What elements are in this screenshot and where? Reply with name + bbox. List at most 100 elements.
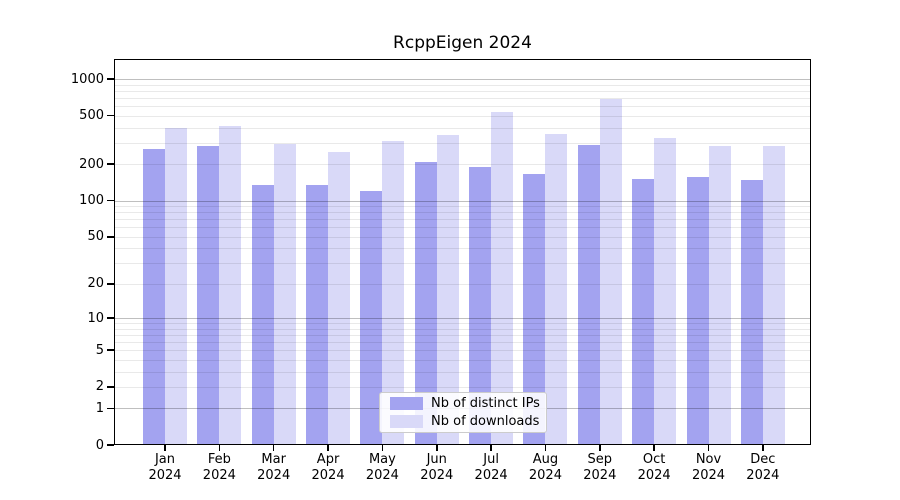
bar-ips-jun [414,162,437,445]
bar-ips-jan [143,149,165,445]
y-tick-label: 1000 [70,71,104,87]
bar-ips-oct [632,179,655,445]
y-tick-mark [107,407,114,409]
gridline [114,236,811,238]
y-tick-label: 0 [95,437,104,453]
bar-downloads-apr [328,152,351,445]
x-tick-mark [707,445,710,451]
gridline [114,115,811,117]
plot-area [114,59,811,445]
gridline [114,97,811,99]
x-tick-label-jan: Jan 2024 [148,452,182,483]
legend-swatch-downloads-icon [390,415,423,428]
gridline [114,263,811,265]
bar-downloads-jun [436,134,459,445]
gridline [114,84,811,86]
gridline [114,341,811,343]
x-tick-label-jun: Jun 2024 [420,452,454,483]
x-tick-mark [653,445,655,451]
chart-title: RcppEigen 2024 [393,33,532,53]
gridline [114,206,811,207]
bar-downloads-aug [545,133,568,445]
x-tick-label-feb: Feb 2024 [202,452,236,483]
bar-downloads-may [382,141,405,445]
x-tick-mark [544,445,547,451]
bar-ips-jul [469,166,492,445]
y-tick-mark [107,444,114,446]
gridline [114,212,811,214]
y-tick-label: 500 [79,108,104,124]
gridline [114,350,811,352]
bar-ips-aug [523,174,546,445]
bars-layer [114,59,811,445]
bar-ips-may [360,190,383,445]
gridline [114,386,811,388]
bar-ips-dec [740,180,763,445]
x-tick-label-may: May 2024 [365,452,399,483]
gridline [114,283,811,285]
bar-downloads-jul [491,111,514,445]
gridline [114,328,811,330]
y-tick-mark [107,349,114,351]
y-tick-mark [107,163,114,165]
x-tick-label-nov: Nov 2024 [691,452,726,483]
x-tick-label-aug: Aug 2024 [528,452,562,483]
x-tick-mark [164,445,166,451]
gridline [114,127,811,129]
legend-label-ips: Nb of distinct IPs [431,396,540,411]
y-tick-label: 50 [87,229,104,245]
y-tick-label: 100 [79,193,104,208]
bar-downloads-mar [273,144,296,445]
bar-ips-feb [197,146,220,445]
x-tick-label-apr: Apr 2024 [311,452,345,483]
gridline [114,334,811,336]
x-tick-mark [272,445,275,451]
gridline [114,323,811,324]
x-tick-label-mar: Mar 2024 [257,452,291,483]
bar-ips-apr [306,184,329,445]
gridline [114,318,811,319]
x-tick-mark [381,445,384,451]
y-tick-label: 200 [79,156,104,172]
bar-ips-mar [251,184,274,445]
bar-ips-sep [577,145,600,445]
x-tick-mark [327,445,329,451]
bar-downloads-oct [654,137,677,445]
y-tick-mark [107,78,114,80]
x-tick-label-jul: Jul 2024 [474,452,508,483]
x-tick-mark [218,445,221,451]
x-tick-label-oct: Oct 2024 [637,452,671,483]
gridline [114,142,811,144]
legend-label-downloads: Nb of downloads [431,414,540,429]
x-tick-mark [762,445,764,451]
gridline [114,79,811,80]
bar-downloads-dec [762,145,785,445]
gridline [114,248,811,250]
x-tick-label-sep: Sep 2024 [583,452,617,483]
gridline [114,227,811,229]
gridline [114,106,811,107]
y-tick-mark [107,114,114,117]
x-tick-label-dec: Dec 2024 [746,452,780,483]
gridlines-layer [114,59,811,445]
x-tick-mark [490,445,492,451]
legend-swatch-ips-icon [390,397,423,410]
y-tick-mark [107,236,114,238]
bar-downloads-jan [165,128,187,445]
bar-downloads-feb [219,125,242,445]
gridline [114,90,811,92]
gridline [114,359,811,361]
y-tick-label: 2 [95,379,104,395]
y-tick-mark [107,317,114,319]
y-tick-label: 5 [95,342,104,358]
y-tick-label: 10 [87,310,104,326]
x-tick-mark [436,445,438,451]
y-tick-mark [107,199,114,202]
bar-downloads-nov [708,146,731,445]
x-tick-mark [599,445,601,451]
y-tick-label: 1 [95,400,104,416]
y-tick-mark [107,386,114,388]
gridline [114,200,811,202]
bar-ips-nov [686,176,709,445]
